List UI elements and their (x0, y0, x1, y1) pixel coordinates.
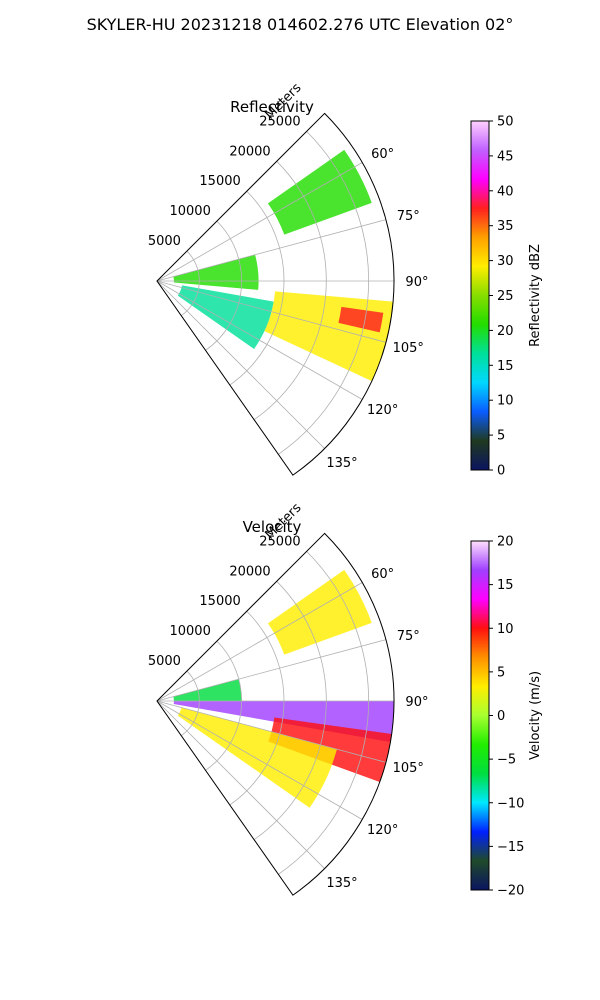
reflectivity-panel: Reflectivity60°75°90°105°120°135°5000100… (148, 80, 543, 478)
azimuth-spoke (156, 582, 363, 702)
azimuth-tick-label: 60° (371, 147, 394, 162)
colorbar-tick-label: 40 (497, 184, 514, 199)
azimuth-spoke (156, 219, 387, 282)
azimuth-tick-label: 135° (326, 876, 357, 891)
colorbar-tick-label: 10 (497, 622, 514, 637)
range-ring (181, 670, 200, 736)
azimuth-tick-label: 120° (367, 403, 398, 418)
radial-tick-label: 10000 (169, 624, 210, 639)
echo-layer (173, 569, 394, 808)
azimuth-spoke (156, 639, 387, 702)
colorbar (470, 120, 490, 471)
colorbar-tick-label: −15 (497, 840, 524, 855)
panel-title: Velocity (243, 518, 302, 536)
colorbar-tick-label: 20 (497, 324, 514, 339)
range-ring (229, 610, 285, 806)
echo-region (264, 291, 394, 382)
azimuth-tick-label: 90° (405, 275, 428, 290)
radial-tick-label: 10000 (169, 204, 210, 219)
azimuth-tick-label: 105° (393, 341, 424, 356)
colorbar-tick-label: 20 (497, 535, 514, 550)
sector-frame (156, 112, 395, 476)
colorbar-tick-label: −10 (497, 796, 524, 811)
colorbar-tick-label: 5 (497, 665, 505, 680)
range-ring (253, 581, 327, 840)
azimuth-spoke (156, 700, 363, 820)
colorbar-tick-label: −5 (497, 753, 516, 768)
echo-region (177, 285, 274, 349)
colorbar-tick-label: 25 (497, 289, 514, 304)
radial-tick-label: 15000 (199, 174, 240, 189)
velocity-panel: Velocity 60° 75° 90° 105° 120° 135° 5000 10000 15… (148, 500, 543, 898)
figure-title: SKYLER-HU 20231218 014602.276 UTC Elevat… (86, 15, 514, 34)
colorbar-tick-label: 0 (497, 709, 505, 724)
azimuth-spoke (156, 162, 363, 282)
azimuth-tick-label: 60° (371, 567, 394, 582)
echo-region (173, 254, 259, 290)
radial-tick-label: 5000 (148, 234, 181, 249)
range-ring (278, 131, 370, 455)
echo-region (267, 149, 372, 235)
radial-tick-label: 20000 (229, 564, 270, 579)
azimuth-tick-label: 105° (393, 761, 424, 776)
colorbar-tick-label: 5 (497, 429, 505, 444)
azimuth-spoke (156, 280, 363, 400)
colorbar-label: Reflectivity dBZ (528, 244, 543, 347)
azimuth-tick-label: 90° (405, 695, 428, 710)
colorbar-tick-label: 30 (497, 254, 514, 269)
range-ring (205, 640, 243, 771)
azimuth-spoke (156, 280, 387, 343)
azimuth-spoke (156, 700, 387, 763)
colorbar-label: Velocity (m/s) (528, 671, 543, 760)
azimuth-tick-label: 120° (367, 823, 398, 838)
azimuth-spoke (156, 280, 325, 449)
radial-tick-label: 25000 (259, 534, 300, 549)
range-ring (205, 220, 243, 351)
range-ring (229, 190, 285, 386)
azimuth-spoke (156, 700, 325, 869)
echo-region (267, 569, 372, 655)
range-ring (278, 551, 370, 875)
range-ring (253, 161, 327, 420)
colorbar-tick-label: 50 (497, 115, 514, 130)
colorbar-tick-label: 10 (497, 394, 514, 409)
radial-tick-label: 15000 (199, 594, 240, 609)
panel-title: Reflectivity (230, 98, 314, 116)
range-ring (181, 250, 200, 316)
colorbar-tick-label: 15 (497, 578, 514, 593)
azimuth-tick-label: 75° (397, 209, 420, 224)
colorbar-tick-label: −20 (497, 884, 524, 899)
echo-region (177, 707, 337, 808)
radial-tick-label: 5000 (148, 654, 181, 669)
azimuth-tick-label: 75° (397, 629, 420, 644)
colorbar-tick-label: 15 (497, 359, 514, 374)
echo-region (173, 679, 242, 701)
radial-tick-label: 20000 (229, 144, 270, 159)
azimuth-tick-label: 135° (326, 456, 357, 471)
colorbar-tick-label: 45 (497, 149, 514, 164)
colorbar-tick-label: 35 (497, 219, 514, 234)
radial-tick-label: 25000 (259, 114, 300, 129)
echo-region (338, 306, 384, 333)
colorbar-tick-label: 0 (497, 464, 505, 479)
sector-frame (156, 532, 395, 896)
colorbar (470, 540, 490, 891)
